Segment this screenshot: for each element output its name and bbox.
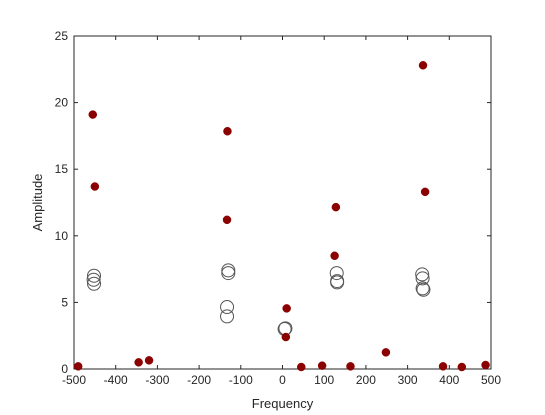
filled-point bbox=[457, 362, 467, 372]
x-tick-label: -500 bbox=[62, 373, 86, 387]
filled-point bbox=[420, 187, 430, 197]
open-point bbox=[220, 309, 235, 324]
x-tick-label: -400 bbox=[104, 373, 128, 387]
open-point bbox=[87, 268, 102, 283]
x-tick-label: 200 bbox=[356, 373, 376, 387]
filled-point bbox=[282, 304, 291, 313]
x-tick-label: 300 bbox=[398, 373, 418, 387]
filled-point bbox=[481, 360, 490, 370]
x-tick-label: 100 bbox=[314, 373, 334, 387]
open-point bbox=[87, 276, 102, 291]
filled-point bbox=[346, 362, 355, 371]
filled-point bbox=[134, 358, 143, 367]
open-point bbox=[415, 271, 430, 286]
x-tick-label: -300 bbox=[145, 373, 169, 387]
filled-point bbox=[281, 332, 291, 342]
x-tick-label: 0 bbox=[279, 373, 286, 387]
x-tick-label: 400 bbox=[439, 373, 459, 387]
filled-point bbox=[144, 356, 154, 365]
filled-point bbox=[331, 202, 341, 212]
y-tick-label: 10 bbox=[55, 229, 69, 243]
y-tick-label: 15 bbox=[55, 162, 69, 176]
open-point bbox=[86, 272, 101, 287]
x-tick-label: 500 bbox=[481, 373, 501, 387]
open-point bbox=[329, 266, 344, 281]
filled-point bbox=[223, 126, 232, 136]
x-tick-label: -200 bbox=[187, 373, 211, 387]
filled-point bbox=[317, 361, 327, 370]
y-tick-label: 20 bbox=[55, 96, 69, 110]
open-point bbox=[221, 266, 236, 281]
y-tick-label: 0 bbox=[61, 362, 68, 376]
open-point bbox=[416, 282, 431, 297]
open-point bbox=[330, 275, 345, 290]
filled-point bbox=[297, 362, 306, 372]
open-point bbox=[415, 267, 430, 282]
filled-point bbox=[330, 251, 339, 261]
filled-point bbox=[418, 61, 428, 70]
open-point bbox=[220, 300, 235, 315]
x-axis: -500 -400 -300 -200 -100 0 100 200 300 400 500 bbox=[62, 36, 501, 387]
y-axis: 0 5 10 15 20 25 bbox=[55, 29, 491, 376]
filled-circle-series bbox=[73, 61, 490, 372]
y-axis-title: Amplitude bbox=[30, 174, 45, 232]
plot-area bbox=[73, 35, 492, 370]
filled-point bbox=[90, 182, 100, 191]
filled-point bbox=[73, 362, 83, 371]
filled-point bbox=[222, 215, 232, 225]
y-tick-label: 5 bbox=[61, 295, 68, 309]
filled-point bbox=[438, 362, 448, 371]
filled-point bbox=[381, 348, 391, 357]
filled-point bbox=[88, 110, 98, 119]
y-tick-label: 25 bbox=[55, 29, 69, 43]
open-point bbox=[221, 263, 236, 278]
x-tick-label: -100 bbox=[229, 373, 253, 387]
x-axis-title: Frequency bbox=[252, 396, 314, 411]
open-point bbox=[415, 281, 430, 296]
